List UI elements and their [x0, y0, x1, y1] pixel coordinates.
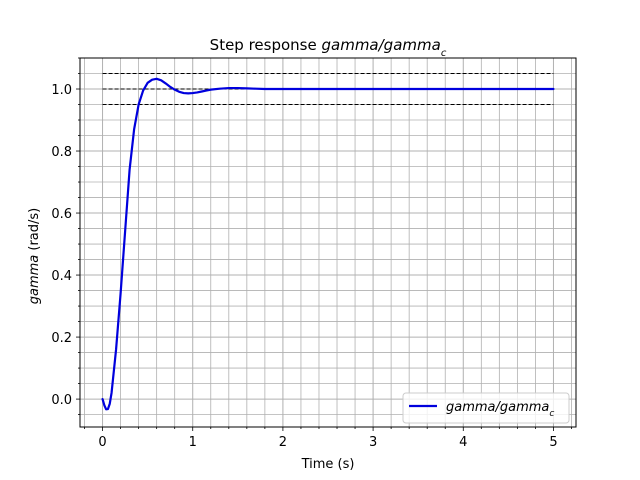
- y-axis-label: gamma (rad/s): [27, 208, 42, 305]
- y-tick-label: 0.0: [51, 393, 72, 408]
- axis-ticks: 0 1 2 3 4 5 0.0 0.2 0.4 0.6 0.8 1.0: [51, 57, 572, 450]
- y-tick-label: 0.4: [51, 269, 72, 284]
- x-tick-label: 4: [459, 435, 467, 450]
- data-series: [101, 77, 555, 411]
- legend-label-subscript: c: [549, 409, 554, 419]
- legend: gamma/gammac: [402, 392, 570, 424]
- x-tick-label: 2: [279, 435, 287, 450]
- x-tick-label: 5: [549, 435, 557, 450]
- y-tick-label: 1.0: [51, 83, 72, 98]
- y-tick-label: 0.8: [51, 145, 72, 160]
- chart-title-subscript: c: [441, 48, 447, 59]
- y-axis-label-unit: (rad/s): [27, 208, 42, 255]
- y-tick-label: 0.6: [51, 207, 72, 222]
- y-tick-label: 0.2: [51, 331, 72, 346]
- x-tick-label: 3: [369, 435, 377, 450]
- plot-frame: [79, 57, 577, 428]
- legend-box: [402, 392, 570, 424]
- legend-label-math: gamma/gamma: [446, 400, 549, 415]
- response-line: [101, 77, 555, 411]
- chart-title-prefix: Step response: [210, 36, 322, 54]
- x-axis-label: Time (s): [301, 457, 355, 472]
- grid: [80, 57, 576, 427]
- x-tick-label: 1: [189, 435, 197, 450]
- chart-title-math: gamma/gamma: [322, 36, 441, 54]
- legend-label: gamma/gammac: [446, 400, 554, 419]
- chart-title: Step response gamma/gammac: [210, 36, 447, 59]
- x-tick-label: 0: [98, 435, 106, 450]
- y-axis-label-math: gamma: [27, 255, 42, 305]
